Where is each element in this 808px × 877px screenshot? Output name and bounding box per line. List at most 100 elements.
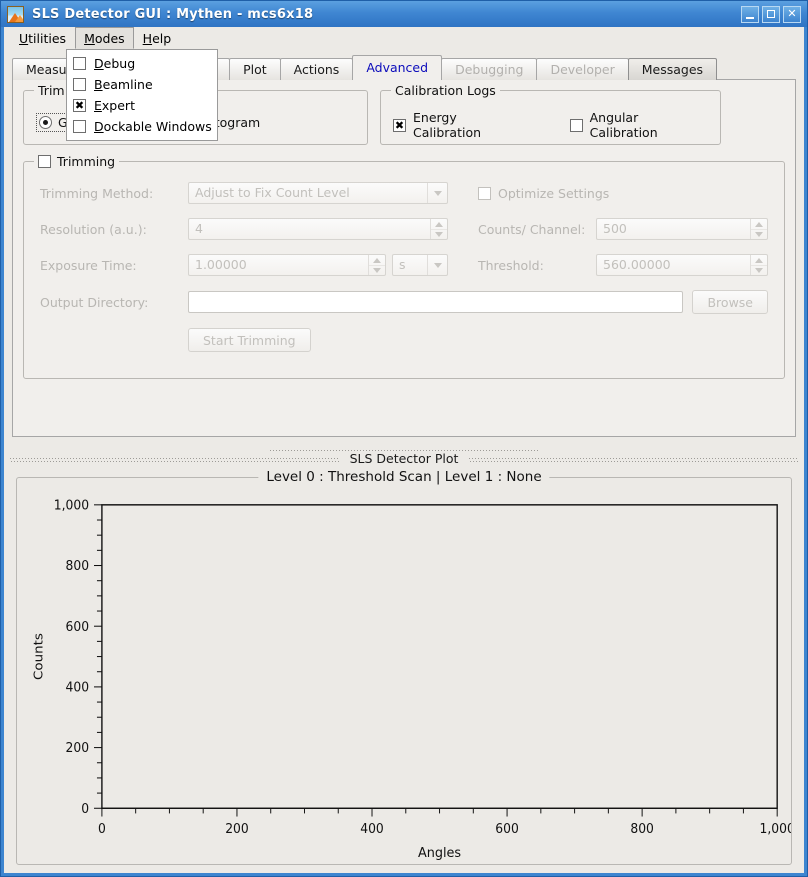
close-button[interactable]: ✕ — [783, 5, 801, 23]
calibration-logs-title-label: Calibration Logs — [395, 83, 496, 98]
radio-graph-indicator[interactable] — [39, 116, 52, 129]
svg-text:0: 0 — [81, 801, 89, 816]
calibration-logs-group: Calibration Logs ✖ Energy Calibration An… — [380, 83, 721, 145]
cell-trimming-method: Adjust to Fix Count Level — [188, 182, 478, 204]
start-trimming-button[interactable]: Start Trimming — [188, 328, 311, 352]
svg-text:400: 400 — [66, 679, 90, 694]
menu-item-debug[interactable]: Debug — [67, 53, 217, 74]
dock-separator[interactable]: SLS Detector Plot — [10, 441, 798, 475]
label-output-directory: Output Directory: — [40, 294, 149, 310]
cell-counts-per-channel: Counts/ Channel: 500 — [478, 218, 768, 240]
spinner-threshold[interactable]: 560.00000 — [596, 254, 768, 276]
svg-text:200: 200 — [225, 821, 249, 836]
menu-item-expert[interactable]: ✖ Expert — [67, 95, 217, 116]
cell-resolution: 4 — [188, 218, 478, 240]
calibration-logs-row: ✖ Energy Calibration Angular Calibration — [393, 110, 708, 140]
spinner-exposure-time-buttons[interactable] — [368, 255, 385, 275]
svg-text:0: 0 — [98, 821, 106, 836]
spinner-counts-per-channel-value: 500 — [603, 221, 627, 236]
checkbox-energy-calibration[interactable]: ✖ Energy Calibration — [393, 110, 527, 140]
trimming-group-title: Trimming — [34, 154, 120, 169]
browse-button[interactable]: Browse — [692, 290, 768, 314]
spinner-threshold-buttons[interactable] — [750, 255, 767, 275]
spinner-up-icon[interactable] — [751, 219, 767, 229]
advanced-tab-page: Trim Graph Histogram — [12, 79, 796, 437]
menu-item-dockable-windows[interactable]: Dockable Windows — [67, 116, 217, 137]
cell-exposure-time: 1.00000 s — [188, 254, 478, 276]
spinner-down-icon[interactable] — [369, 265, 385, 275]
tab-actions[interactable]: Actions — [279, 58, 354, 80]
spinner-down-icon[interactable] — [751, 265, 767, 275]
svg-text:1,000: 1,000 — [760, 821, 791, 836]
tab-messages[interactable]: Messages — [627, 58, 718, 80]
maximize-button[interactable] — [762, 5, 780, 23]
spinner-counts-per-channel[interactable]: 500 — [596, 218, 768, 240]
spinner-down-icon[interactable] — [431, 229, 447, 239]
spinner-resolution[interactable]: 4 — [188, 218, 448, 240]
cell-output-directory: Browse — [188, 290, 768, 314]
minimize-button[interactable] — [741, 5, 759, 23]
label-exposure-time: Exposure Time: — [40, 257, 137, 273]
svg-text:400: 400 — [360, 821, 384, 836]
checkbox-beamline[interactable] — [73, 78, 86, 91]
window-controls: ✕ — [741, 5, 803, 23]
input-output-directory[interactable] — [188, 291, 684, 313]
spinner-resolution-value: 4 — [195, 221, 203, 236]
chevron-down-icon[interactable] — [427, 255, 447, 275]
tab-debugging: Debugging — [441, 58, 538, 80]
spinner-up-icon[interactable] — [431, 219, 447, 229]
svg-text:600: 600 — [495, 821, 519, 836]
checkbox-energy-calibration-label: Energy Calibration — [413, 110, 482, 140]
plot-canvas[interactable]: 0 200 400 600 800 1,000 Angles 0 200 400 600 800 1,0… — [17, 478, 791, 864]
checkbox-angular-calibration[interactable]: Angular Calibration — [569, 110, 708, 140]
select-trimming-method-value: Adjust to Fix Count Level — [195, 185, 350, 200]
checkbox-angular-calibration-box[interactable] — [569, 118, 583, 132]
label-threshold: Threshold: — [478, 257, 544, 273]
chevron-down-icon[interactable] — [427, 183, 447, 203]
calibration-logs-group-title: Calibration Logs — [391, 83, 500, 98]
spinner-counts-per-channel-buttons[interactable] — [750, 219, 767, 239]
cell-optimize-settings: Optimize Settings — [478, 186, 768, 201]
menu-item-beamline[interactable]: Beamline — [67, 74, 217, 95]
label-resolution: Resolution (a.u.): — [40, 221, 147, 237]
tab-developer: Developer — [536, 58, 629, 80]
menu-help[interactable]: Help — [142, 31, 172, 46]
cell-start-trimming: Start Trimming — [188, 328, 768, 352]
spinner-up-icon[interactable] — [751, 255, 767, 265]
svg-text:1,000: 1,000 — [54, 497, 89, 512]
trim-group-title: Trim — [34, 83, 69, 98]
spinner-threshold-value: 560.00000 — [603, 257, 671, 272]
label-counts-per-channel: Counts/ Channel: — [478, 221, 586, 237]
spinner-down-icon[interactable] — [751, 229, 767, 239]
modes-dropdown-menu[interactable]: Debug Beamline ✖ Expert Dockable Windows — [66, 49, 218, 141]
svg-text:200: 200 — [66, 740, 90, 755]
checkbox-debug[interactable] — [73, 57, 86, 70]
select-exposure-time-unit-value: s — [399, 257, 406, 272]
svg-text:Angles: Angles — [418, 846, 461, 861]
menu-item-expert-label: Expert — [94, 98, 135, 113]
svg-text:800: 800 — [66, 558, 90, 573]
picture-icon — [7, 5, 24, 23]
menu-utilities[interactable]: Utilities — [19, 31, 67, 46]
tab-plot[interactable]: Plot — [229, 58, 281, 80]
checkbox-expert[interactable]: ✖ — [73, 99, 86, 112]
window-title: SLS Detector GUI : Mythen - mcs6x18 — [32, 6, 314, 22]
checkbox-energy-calibration-box[interactable]: ✖ — [393, 118, 406, 132]
trim-group-title-label: Trim — [38, 83, 65, 98]
checkbox-trimming-enable[interactable] — [38, 155, 51, 168]
spinner-resolution-buttons[interactable] — [430, 219, 447, 239]
select-trimming-method[interactable]: Adjust to Fix Count Level — [188, 182, 448, 204]
checkbox-dockable-windows[interactable] — [73, 120, 86, 133]
client-area: Utilities Modes Help Debug Beamline ✖ Ex… — [4, 27, 804, 873]
menu-modes[interactable]: Modes — [75, 27, 134, 49]
select-exposure-time-unit[interactable]: s — [392, 254, 448, 276]
svg-text:Counts: Counts — [32, 633, 47, 680]
spinner-exposure-time[interactable]: 1.00000 — [188, 254, 386, 276]
spinner-up-icon[interactable] — [369, 255, 385, 265]
tab-advanced[interactable]: Advanced — [352, 55, 443, 80]
trimming-form: Trimming Method: Adjust to Fix Count Lev… — [40, 182, 768, 352]
plot-title: Level 0 : Threshold Scan | Level 1 : Non… — [258, 469, 550, 485]
title-bar: SLS Detector GUI : Mythen - mcs6x18 ✕ — [1, 1, 807, 27]
plot-group: Level 0 : Threshold Scan | Level 1 : Non… — [16, 469, 792, 865]
